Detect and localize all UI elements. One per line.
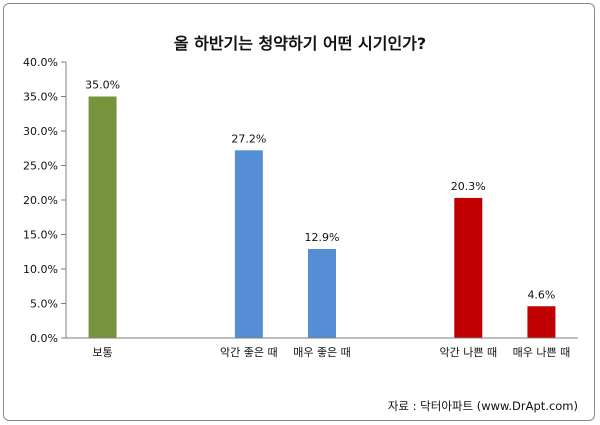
bar xyxy=(454,197,483,338)
y-axis-ticks: 0.0% 5.0% 10.0% 15.0% 20.0% 25.0% 30.0% 35.0% 40… xyxy=(23,56,66,345)
data-label: 27.2% xyxy=(231,132,266,145)
y-tick-label: 25.0% xyxy=(23,160,58,173)
data-label: 4.6% xyxy=(527,288,555,301)
category-label: 보통 xyxy=(92,346,112,359)
y-tick-label: 20.0% xyxy=(23,194,58,207)
source-note: 자료 : 닥터아파트 (www.DrApt.com) xyxy=(387,399,578,413)
data-label: 12.9% xyxy=(305,231,340,244)
bar xyxy=(88,96,117,338)
category-label: 악간 좋은 때 xyxy=(220,346,278,359)
y-tick-label: 35.0% xyxy=(23,91,58,104)
y-tick-label: 10.0% xyxy=(23,263,58,276)
category-labels: 보통 악간 좋은 때 매우 좋은 때 악간 나쁜 때 매우 나쁜 때 xyxy=(92,346,570,359)
data-label: 35.0% xyxy=(85,79,120,92)
y-tick-label: 0.0% xyxy=(30,332,58,345)
y-tick-label: 40.0% xyxy=(23,56,58,69)
y-tick-label: 15.0% xyxy=(23,229,58,242)
data-label: 20.3% xyxy=(451,180,486,193)
category-label: 악간 나쁜 때 xyxy=(439,346,497,359)
bar xyxy=(308,248,336,338)
y-tick-label: 5.0% xyxy=(30,298,58,311)
category-label: 매우 나쁜 때 xyxy=(513,346,571,359)
bars xyxy=(88,96,556,338)
category-label: 매우 좋은 때 xyxy=(293,346,351,359)
bar xyxy=(234,150,263,338)
chart-title: 올 하반기는 청약하기 어떤 시기인가? xyxy=(173,34,427,53)
data-labels: 35.0% 27.2% 12.9% 20.3% 4.6% xyxy=(85,79,555,302)
y-tick-label: 30.0% xyxy=(23,125,58,138)
bar xyxy=(527,306,556,338)
